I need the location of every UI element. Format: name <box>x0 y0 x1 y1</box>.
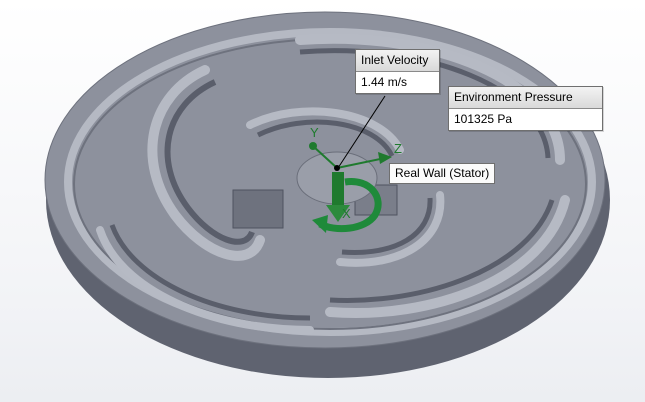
vane-groove-6 <box>336 191 445 267</box>
vane-wall-4 <box>109 224 311 321</box>
environment-pressure-callout[interactable]: Environment Pressure 101325 Pa <box>448 86 603 131</box>
z-axis-arrow <box>378 152 392 164</box>
real-wall-callout[interactable]: Real Wall (Stator) <box>389 163 496 184</box>
impeller-model[interactable] <box>44 11 610 378</box>
inlet-velocity-value: 1.44 m/s <box>356 72 439 93</box>
y-axis-label: Y <box>310 125 319 140</box>
rotation-arrow <box>318 178 382 233</box>
inner-block-left <box>232 189 284 229</box>
inlet-velocity-callout[interactable]: Inlet Velocity 1.44 m/s <box>355 49 440 94</box>
x-axis-arrow <box>326 205 350 222</box>
triad-origin <box>334 165 340 171</box>
vane-groove-5 <box>246 107 404 154</box>
coordinate-triad[interactable]: Y Z X <box>309 125 402 233</box>
x-axis-shaft <box>332 172 344 210</box>
rim-wall <box>64 28 596 336</box>
x-axis-label: X <box>342 206 351 221</box>
vane-wall-1 <box>164 79 255 245</box>
rotation-arrow-head <box>312 215 328 233</box>
inlet-leader-line <box>337 95 386 169</box>
environment-pressure-title: Environment Pressure <box>449 87 602 109</box>
inlet-velocity-title: Inlet Velocity <box>356 50 439 72</box>
environment-pressure-value: 101325 Pa <box>449 109 602 130</box>
y-axis-end <box>309 142 317 150</box>
vane-groove-3 <box>325 195 570 318</box>
z-axis <box>336 157 386 169</box>
vane-wall-5 <box>256 119 395 158</box>
vane-wall-2 <box>299 48 551 159</box>
y-axis <box>313 146 338 169</box>
vane-groove-1 <box>147 65 265 261</box>
vane-groove-4 <box>96 226 314 334</box>
z-axis-label: Z <box>394 141 402 156</box>
vane-wall-6 <box>341 197 433 255</box>
vane-wall-3 <box>329 199 555 303</box>
